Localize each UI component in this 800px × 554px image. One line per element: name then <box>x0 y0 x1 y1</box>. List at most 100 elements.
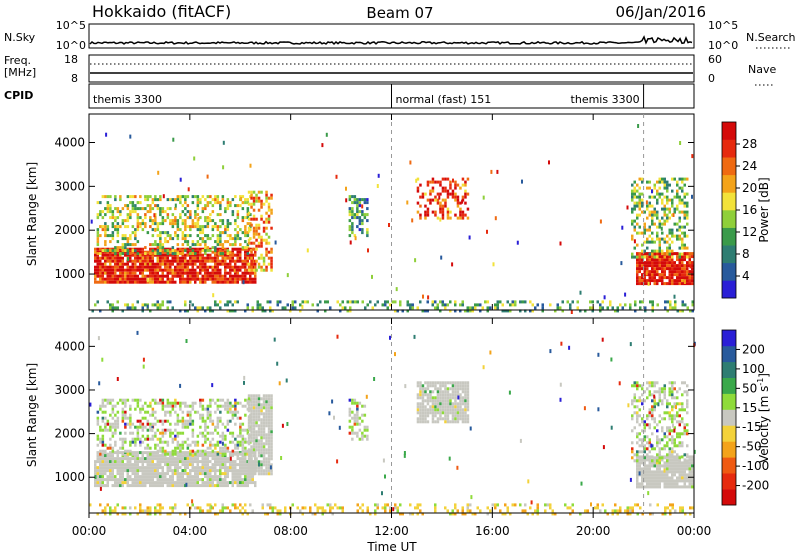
power-cell <box>199 259 202 263</box>
velocity-cell <box>239 425 242 429</box>
velocity-cell <box>361 431 364 435</box>
power-cell <box>651 264 654 268</box>
power-cell <box>169 271 172 275</box>
velocity-cell <box>631 417 634 421</box>
velocity-cell <box>196 460 199 464</box>
velocity-cell <box>671 458 674 462</box>
power-cell <box>429 180 432 184</box>
power-cell <box>174 271 177 275</box>
power-cell <box>250 205 253 209</box>
velocity-cell <box>149 460 152 464</box>
power-cell <box>676 180 679 184</box>
power-cell <box>646 252 649 256</box>
power-scatter-point <box>154 227 157 232</box>
velocity-cell <box>104 472 107 476</box>
velocity-cell <box>396 509 399 513</box>
velocity-cell <box>191 428 195 432</box>
power-cell <box>129 277 132 281</box>
velocity-cell <box>216 419 220 423</box>
power-cell <box>421 195 425 199</box>
power-cell <box>119 256 122 260</box>
power-cell <box>151 207 155 211</box>
power-ytick-label: 1000 <box>54 267 85 281</box>
velocity-cell <box>358 437 362 441</box>
power-cell <box>461 177 465 181</box>
power-cell <box>166 216 170 220</box>
power-cell <box>189 274 192 278</box>
velocity-cell <box>247 457 251 461</box>
velocity-cell <box>166 512 169 516</box>
velocity-cell <box>151 437 155 441</box>
power-cell <box>116 250 119 254</box>
velocity-cell <box>224 469 227 473</box>
velocity-cell <box>464 402 467 406</box>
velocity-cell <box>121 437 125 441</box>
power-cell <box>255 226 258 230</box>
velocity-cell <box>234 437 237 441</box>
power-cell <box>658 243 661 247</box>
power-cell <box>126 253 129 257</box>
power-cell <box>216 271 219 275</box>
noise-left-tick-top: 10^5 <box>56 19 86 32</box>
power-cell <box>109 207 112 211</box>
power-cell <box>459 201 462 205</box>
velocity-cell <box>257 403 261 407</box>
power-cell <box>184 280 187 284</box>
power-cell <box>184 213 187 217</box>
power-cell <box>641 249 644 253</box>
velocity-cell <box>196 484 199 488</box>
velocity-cell <box>262 433 266 437</box>
power-cell <box>196 306 199 310</box>
velocity-cell <box>446 408 450 412</box>
velocity-cell <box>234 463 237 467</box>
power-cell <box>199 243 202 247</box>
velocity-cell <box>267 409 271 413</box>
velocity-cell <box>250 397 253 401</box>
power-cell <box>653 186 656 190</box>
power-cell <box>221 198 225 202</box>
power-cell <box>189 228 192 232</box>
power-cell <box>658 186 661 190</box>
velocity-cell <box>204 466 207 470</box>
power-cell <box>196 274 199 278</box>
velocity-cell <box>206 437 210 441</box>
power-cell <box>184 300 187 304</box>
velocity-cell <box>216 443 220 447</box>
power-cell <box>99 271 102 275</box>
power-cell <box>579 309 582 313</box>
power-cell <box>681 264 684 268</box>
power-cell <box>663 204 666 208</box>
velocity-cell <box>439 396 442 400</box>
velocity-cell <box>246 460 249 464</box>
velocity-cell <box>144 451 147 455</box>
velocity-cell <box>250 436 253 440</box>
velocity-cell <box>656 459 659 463</box>
velocity-cell <box>641 467 644 471</box>
velocity-cell <box>129 431 132 435</box>
power-cell <box>648 225 651 229</box>
velocity-cell <box>219 472 222 476</box>
velocity-cell <box>129 469 132 473</box>
velocity-cell <box>134 475 137 479</box>
power-cell <box>206 222 210 226</box>
power-cell <box>154 280 157 284</box>
velocity-cell <box>658 441 661 445</box>
velocity-cell <box>161 457 164 461</box>
power-cell <box>641 210 644 214</box>
velocity-cell <box>434 420 437 424</box>
power-cell <box>426 210 430 214</box>
power-cell <box>161 250 164 254</box>
power-cell <box>416 210 420 214</box>
velocity-cell <box>688 455 691 459</box>
power-cell <box>204 249 207 253</box>
power-cell <box>646 258 649 262</box>
power-cell <box>236 274 239 278</box>
velocity-cell <box>209 472 212 476</box>
power-cell <box>678 198 681 202</box>
power-cell <box>663 264 666 268</box>
power-cell <box>151 303 154 307</box>
velocity-cell <box>686 479 689 483</box>
power-cell <box>201 259 204 263</box>
power-cell <box>267 220 271 224</box>
power-cell <box>176 228 180 232</box>
